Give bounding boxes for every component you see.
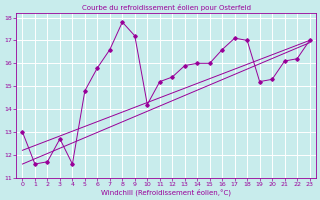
X-axis label: Windchill (Refroidissement éolien,°C): Windchill (Refroidissement éolien,°C) <box>101 188 231 196</box>
Title: Courbe du refroidissement éolien pour Osterfeld: Courbe du refroidissement éolien pour Os… <box>82 4 251 11</box>
